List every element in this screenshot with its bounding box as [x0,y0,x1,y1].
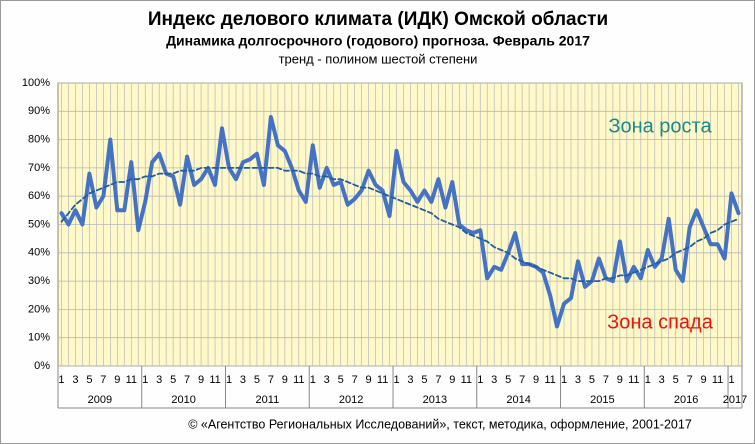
x-tick-label: 11 [209,374,220,386]
y-tick-label: 10% [28,332,50,344]
y-tick-label: 40% [28,247,50,259]
x-group-label: 2013 [423,394,447,406]
x-tick-label: 9 [366,374,372,386]
annotation: Зона спада [607,311,714,333]
x-group-label: 2009 [88,394,112,406]
x-tick-label: 5 [254,374,260,386]
x-tick-label: 11 [461,374,472,386]
x-tick-label: 5 [421,374,427,386]
x-tick-label: 5 [170,374,176,386]
x-tick-label: 3 [659,374,665,386]
x-tick-label: 1 [393,374,399,386]
y-tick-label: 60% [28,190,50,202]
y-tick-label: 90% [28,105,50,117]
y-tick-label: 70% [28,162,50,174]
x-tick-label: 1 [226,374,232,386]
chart-subtitle: Динамика долгосрочного (годового) прогно… [166,33,590,49]
y-tick-label: 100% [22,77,50,89]
x-tick-label: 3 [324,374,330,386]
x-tick-label: 3 [240,374,246,386]
footer: © «Агентство Региональных Исследований»,… [188,417,692,431]
x-tick-label: 7 [268,374,274,386]
x-tick-label: 5 [86,374,92,386]
y-tick-label: 0% [34,360,50,372]
data-line [59,115,741,329]
x-tick-label: 3 [407,374,413,386]
x-tick-label: 7 [352,374,358,386]
x-tick-label: 1 [728,374,734,386]
x-tick-label: 1 [477,374,483,386]
x-group-label: 2017 [723,394,747,406]
x-tick-label: 9 [114,374,120,386]
x-tick-label: 11 [126,374,137,386]
x-tick-label: 11 [293,374,304,386]
x-tick-label: 3 [575,374,581,386]
annotation: Зона роста [608,115,712,137]
x-tick-label: 7 [184,374,190,386]
x-tick-label: 9 [701,374,707,386]
x-group-label: 2012 [339,394,363,406]
x-tick-label: 5 [673,374,679,386]
x-tick-label: 9 [617,374,623,386]
y-tick-label: 20% [28,303,50,315]
x-group-label: 2016 [674,394,698,406]
x-tick-label: 3 [491,374,497,386]
y-tick-label: 30% [28,275,50,287]
x-tick-label: 7 [603,374,609,386]
x-tick-label: 11 [544,374,555,386]
x-group-label: 2014 [506,394,530,406]
x-tick-label: 11 [712,374,723,386]
x-tick-label: 7 [435,374,441,386]
x-tick-label: 1 [142,374,148,386]
x-group-label: 2011 [256,394,280,406]
x-tick-label: 3 [156,374,162,386]
chart-note: тренд - полином шестой степени [279,51,478,66]
x-tick-label: 1 [561,374,567,386]
x-tick-label: 9 [198,374,204,386]
x-tick-label: 7 [519,374,525,386]
x-tick-label: 1 [645,374,651,386]
x-tick-label: 9 [449,374,455,386]
x-group-label: 2015 [590,394,614,406]
x-tick-label: 7 [687,374,693,386]
x-tick-label: 5 [505,374,511,386]
y-tick-label: 80% [28,134,50,146]
trend-line [60,167,740,282]
x-tick-label: 5 [589,374,595,386]
x-tick-label: 1 [58,374,64,386]
x-tick-label: 1 [310,374,316,386]
x-tick-label: 9 [282,374,288,386]
x-tick-label: 11 [628,374,639,386]
x-tick-label: 9 [533,374,539,386]
x-tick-label: 3 [72,374,78,386]
chart-title: Индекс делового климата (ИДК) Омской обл… [148,9,608,30]
x-group-label: 2010 [171,394,195,406]
x-tick-label: 11 [377,374,388,386]
x-tick-label: 5 [338,374,344,386]
y-tick-label: 50% [28,218,50,230]
x-tick-label: 7 [100,374,106,386]
